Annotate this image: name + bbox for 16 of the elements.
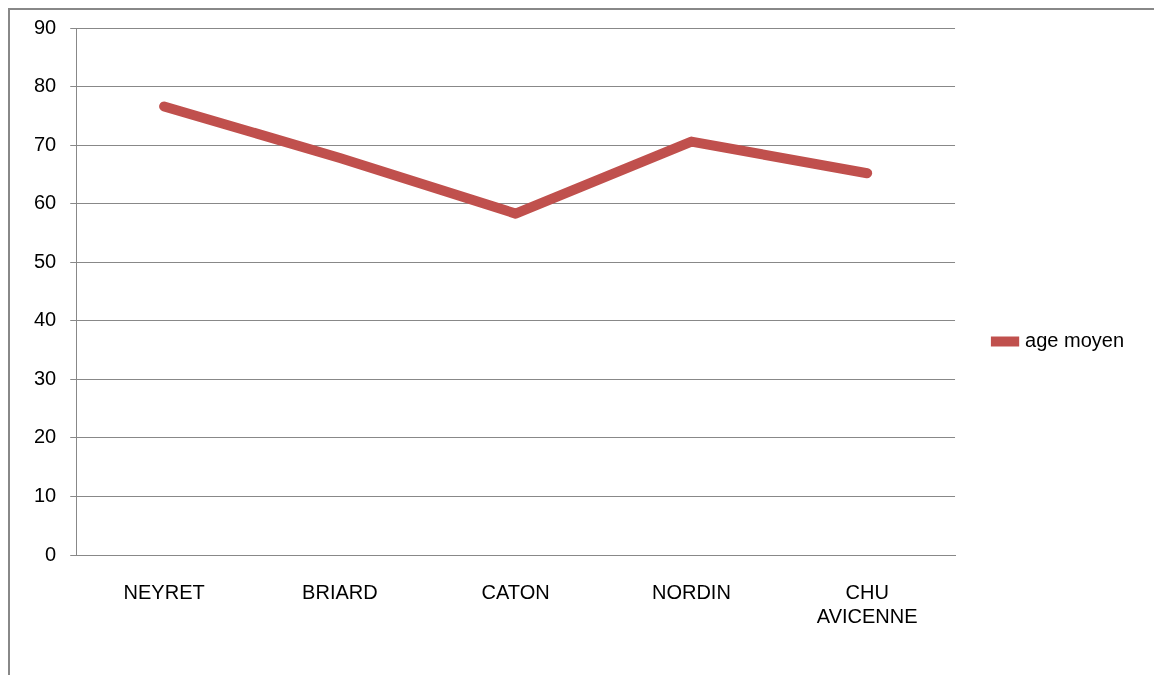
y-tick-label: 60 xyxy=(34,191,57,214)
legend-label: age moyen xyxy=(1025,329,1125,352)
x-tick-label: BRIARD xyxy=(302,580,378,603)
y-tick-label: 0 xyxy=(45,542,57,565)
y-tick-label: 70 xyxy=(34,132,57,155)
y-tick-label: 80 xyxy=(34,74,57,97)
y-tick-label: 20 xyxy=(34,425,57,448)
y-tick-label: 10 xyxy=(34,483,57,506)
y-tick-label: 40 xyxy=(34,308,57,331)
x-tick-label: CHU AVICENNE xyxy=(816,580,918,627)
x-tick-label: NORDIN xyxy=(651,580,731,603)
x-tick-label: CATON xyxy=(481,580,550,603)
y-tick-label: 90 xyxy=(34,15,57,38)
y-tick-label: 30 xyxy=(34,366,57,389)
y-tick-label: 50 xyxy=(34,249,57,272)
x-tick-label: NEYRET xyxy=(123,580,205,603)
